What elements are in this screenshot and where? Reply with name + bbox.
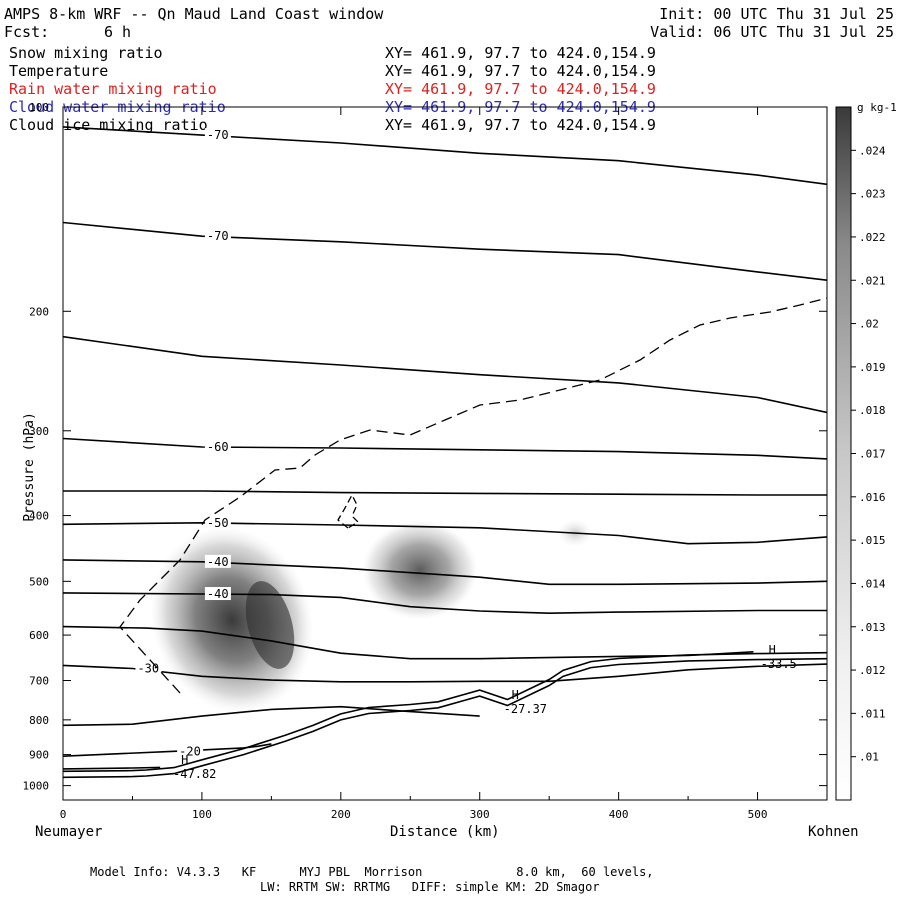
layer-name: Rain water mixing ratio xyxy=(9,80,217,98)
colorbar-label: .016 xyxy=(859,491,886,504)
colorbar-label: .014 xyxy=(859,577,886,590)
contour-label-bg xyxy=(204,440,231,454)
init-time: Init: 00 UTC Thu 31 Jul 25 xyxy=(659,5,894,23)
high-marker: H xyxy=(181,753,188,767)
fcst-label: Fcst: xyxy=(4,23,50,41)
temperature-contour xyxy=(63,592,827,615)
contour-label: -50 xyxy=(207,516,229,530)
temperature-contour xyxy=(63,766,161,770)
colorbar-label: .022 xyxy=(859,231,886,244)
temperature-contour xyxy=(63,335,827,414)
high-marker: H xyxy=(769,643,776,657)
colorbar-label: .024 xyxy=(859,144,886,157)
contour-label: -70 xyxy=(207,229,229,243)
high-value: -47.82 xyxy=(173,767,216,781)
contour-label: -70 xyxy=(207,128,229,142)
terrain-line xyxy=(63,651,827,773)
cloud-ice-contour xyxy=(119,297,827,694)
y-tick-label: 200 xyxy=(29,305,49,318)
temperature-contour xyxy=(63,663,827,683)
y-tick-label: 500 xyxy=(29,575,49,588)
contour-label-bg xyxy=(204,554,231,568)
layer-name: Cloud ice mixing ratio xyxy=(9,116,208,134)
model-info-line2: LW: RRTM SW: RRTMG DIFF: simple KM: 2D S… xyxy=(260,880,600,894)
colorbar-label: .019 xyxy=(859,361,886,374)
temperature-contours: -70 -70 -60 -50 -40 -40 -30 -20 xyxy=(63,126,827,770)
snow-shading xyxy=(150,519,593,714)
layer-name: Snow mixing ratio xyxy=(9,44,163,62)
y-tick-label: 100 xyxy=(29,101,49,114)
colorbar-label: .015 xyxy=(859,534,886,547)
y-tick-label: 700 xyxy=(29,675,49,688)
x-tick-label: 200 xyxy=(331,808,351,821)
temperature-contour xyxy=(63,490,827,496)
model-info-line1: Model Info: V4.3.3 KF MYJ PBL Morrison 8… xyxy=(90,865,654,879)
y-axis-label: Pressure (hPa) xyxy=(22,412,37,522)
x-tick-label: 500 xyxy=(748,808,768,821)
high-value: -27.37 xyxy=(504,702,547,716)
contour-label-bg xyxy=(177,744,204,758)
contour-label-bg xyxy=(204,515,231,529)
y-tick-label: 300 xyxy=(29,425,49,438)
contour-label-bg xyxy=(204,587,231,601)
colorbar-label: .011 xyxy=(859,707,886,720)
contour-label: -40 xyxy=(207,587,229,601)
terrain-line xyxy=(63,657,827,779)
colorbar-label: .013 xyxy=(859,621,886,634)
contour-label: -30 xyxy=(137,661,159,675)
fcst-value: 6 h xyxy=(104,23,132,41)
colorbar-label: .012 xyxy=(859,664,886,677)
layer-xy: XY= 461.9, 97.7 to 424.0,154.9 xyxy=(385,44,656,62)
x-tick-label: 0 xyxy=(60,808,67,821)
x-tick-label: 400 xyxy=(609,808,629,821)
colorbar-label: .017 xyxy=(859,448,886,461)
chart-title: AMPS 8-km WRF -- Qn Maud Land Coast wind… xyxy=(4,5,384,23)
contour-label-bg xyxy=(204,229,231,243)
terrain-lines: H-47.82H-27.37H-33.5 xyxy=(63,643,827,781)
plot-frame xyxy=(62,106,828,801)
temperature-contour xyxy=(63,221,827,281)
y-tick-label: 900 xyxy=(29,749,49,762)
layer-xy: XY= 461.9, 97.7 to 424.0,154.9 xyxy=(385,80,656,98)
colorbar-label: .01 xyxy=(859,751,879,764)
layer-name: Temperature xyxy=(9,62,109,80)
colorbar-label: .018 xyxy=(859,404,886,417)
colorbar-label: .021 xyxy=(859,274,886,287)
y-tick-label: 800 xyxy=(29,714,49,727)
layer-xy: XY= 461.9, 97.7 to 424.0,154.9 xyxy=(385,116,656,134)
colorbar-label: .02 xyxy=(859,318,879,331)
y-tick-label: 400 xyxy=(29,510,49,523)
y-tick-label: 1000 xyxy=(23,780,50,793)
temperature-contour xyxy=(63,705,480,727)
colorbar: .01 .011 .012 .013 .014 .015 .016 .017 .018 .019.… xyxy=(835,101,897,801)
colorbar-unit: g kg-1 xyxy=(857,101,897,114)
contour-label-bg xyxy=(204,128,231,142)
x-axis-label: Distance (km) xyxy=(390,824,500,840)
x-tick-label: 100 xyxy=(192,808,212,821)
x-left-location: Neumayer xyxy=(35,824,103,840)
axis-ticks: 0 100 200 300 400 500 100 200 300 400 500 600 700 800… xyxy=(23,101,828,821)
temperature-contour xyxy=(63,126,827,186)
temperature-contour xyxy=(63,437,827,460)
colorbar-label: .023 xyxy=(859,188,886,201)
high-value: -33.5 xyxy=(761,657,797,671)
contour-label: -40 xyxy=(207,555,229,569)
contour-label: -20 xyxy=(179,744,201,758)
valid-time: Valid: 06 UTC Thu 31 Jul 25 xyxy=(650,23,894,41)
colorbar-ramp xyxy=(835,106,852,801)
high-marker: H xyxy=(512,688,519,702)
layer-xy: XY= 461.9, 97.7 to 424.0,154.9 xyxy=(385,62,656,80)
x-right-location: Kohnen xyxy=(808,824,859,840)
y-tick-label: 600 xyxy=(29,629,49,642)
x-tick-label: 300 xyxy=(470,808,490,821)
contour-label: -60 xyxy=(207,440,229,454)
